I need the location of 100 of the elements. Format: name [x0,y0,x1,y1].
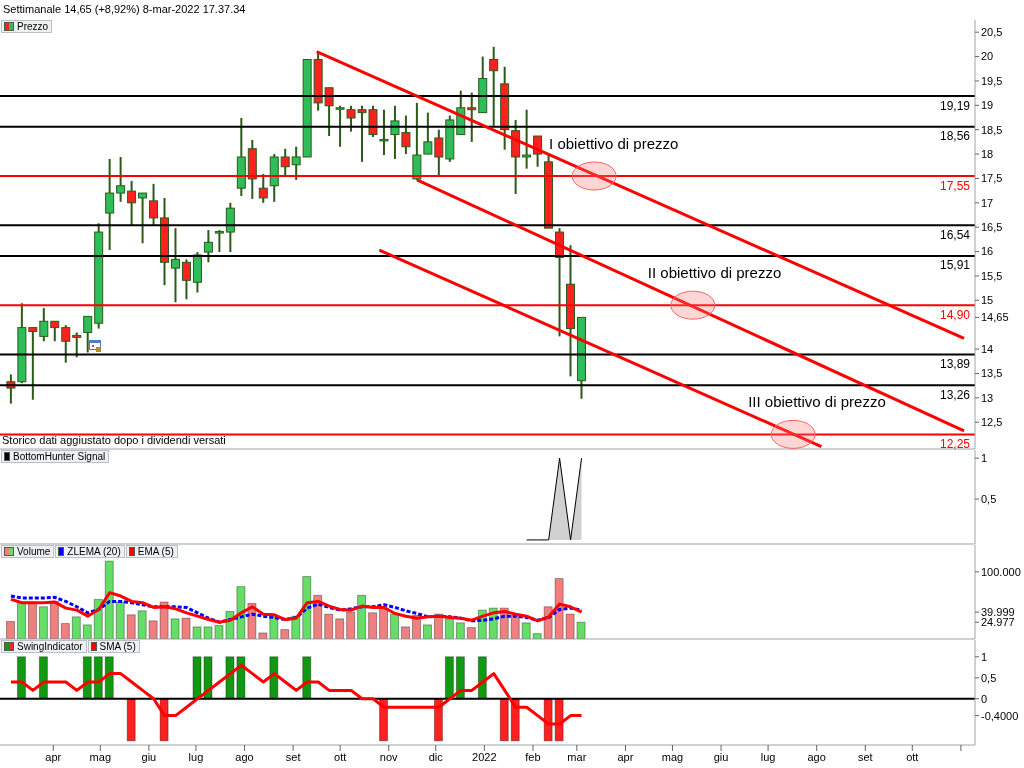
y-tick-label: 1 [981,650,988,663]
y-tick-label: -0,4000 [981,709,1019,722]
legend-label: BottomHunter Signal [13,451,106,462]
bar [324,613,334,639]
bar [71,616,81,639]
candlestick [83,315,93,354]
x-tick-label: set [285,750,301,763]
bar [126,614,136,639]
x-tick-label: ago [807,750,826,763]
line-series [9,663,584,726]
legend-label: EMA (5) [137,546,174,557]
bar [401,626,410,639]
bar [104,560,114,639]
legend-label: Volume [17,546,51,557]
bar [335,618,345,639]
bar [16,601,26,639]
ref-line-label: 13,26 [939,387,971,402]
x-tick-label: mag [89,750,112,763]
candlestick [127,179,137,227]
x-tick-label: apr [617,750,634,763]
candlestick [214,229,224,254]
y-tick-label: 15 [981,294,994,307]
bar [368,612,378,639]
candlestick [291,145,301,181]
ref-line-label: 17,55 [939,178,971,193]
x-tick-label: 2022 [472,750,497,763]
candlestick [170,227,180,304]
annotation: Storico dati aggiustato dopo i dividendi versati [2,434,226,446]
legend-label: Prezzo [17,21,49,32]
y-tick-label: 0,5 [981,671,997,684]
candlestick [522,108,532,170]
bar [422,624,432,639]
bar [280,629,290,639]
x-tick-label: ott [334,750,347,763]
bar [82,624,92,639]
y-tick-label: 16,5 [981,221,1003,234]
x-tick-label: ago [235,750,254,763]
x-tick-label: mag [661,750,684,763]
x-tick-label: nov [379,750,399,763]
bar [27,601,37,639]
x-tick-label: set [857,750,873,763]
ref-line-label: 16,54 [939,227,971,242]
y-tick-label: 100.000 [981,565,1021,578]
candlestick [379,108,389,157]
bar [455,622,465,639]
candlestick [489,45,499,127]
y-tick-label: 14 [981,342,994,355]
ref-line-label: 19,19 [939,98,971,113]
bar [357,594,367,639]
candlestick [203,229,213,264]
y-tick-label: 19,5 [981,74,1003,87]
ref-line-label: 13,89 [939,356,971,371]
x-tick-label: giu [713,750,729,763]
bar [390,613,400,639]
annotation: I obiettivo di prezzo [549,135,679,152]
candlestick [138,192,148,245]
candlestick [467,91,477,143]
y-tick-label: 0 [981,692,988,705]
y-tick-label: 20,5 [981,26,1003,39]
legend-label: SMA (5) [99,641,136,652]
bar [444,618,454,639]
y-tick-label: 19 [981,99,994,112]
x-tick-label: apr [45,750,62,763]
candlestick [61,324,71,364]
y-tick-label: 16 [981,245,994,258]
y-tick-label: 17 [981,196,994,209]
bar [115,601,125,639]
candlestick [50,320,60,343]
annotation: II obiettivo di prezzo [647,264,782,282]
y-tick-label: 0,5 [981,492,997,505]
y-tick-label: 14,65 [981,311,1009,324]
annotation: III obiettivo di prezzo [748,393,886,411]
x-tick-label: lug [760,750,776,763]
bar [346,611,356,639]
y-tick-label: 12,5 [981,416,1003,429]
candlestick [258,173,268,204]
x-tick-label: mar [567,750,587,763]
candlestick [116,155,126,203]
y-tick-label: 13,5 [981,367,1003,380]
candlestick [225,201,235,254]
y-tick-label: 18,5 [981,123,1003,136]
bar [38,606,48,639]
bar [379,607,389,639]
chart-title: Settimanale 14,65 (+8,92%) 8-mar-2022 17.37.34 [3,3,246,15]
ref-line-label: 18,56 [939,129,971,144]
y-tick-label: 15,5 [981,269,1003,282]
x-tick-label: feb [525,750,541,763]
ref-line-label: 14,90 [939,307,971,322]
x-tick-label: lug [188,750,204,763]
y-tick-label: 18 [981,147,994,160]
y-tick-label: 39.999 [981,606,1015,619]
candlestick [280,147,290,177]
bar [521,622,531,639]
candlestick [39,307,49,343]
y-tick-label: 24.977 [981,616,1015,629]
candlestick [181,258,191,301]
x-tick-label: dic [428,750,444,763]
legend-label: ZLEMA (20) [67,546,121,557]
candlestick [149,182,159,227]
y-tick-label: 17,5 [981,172,1003,185]
